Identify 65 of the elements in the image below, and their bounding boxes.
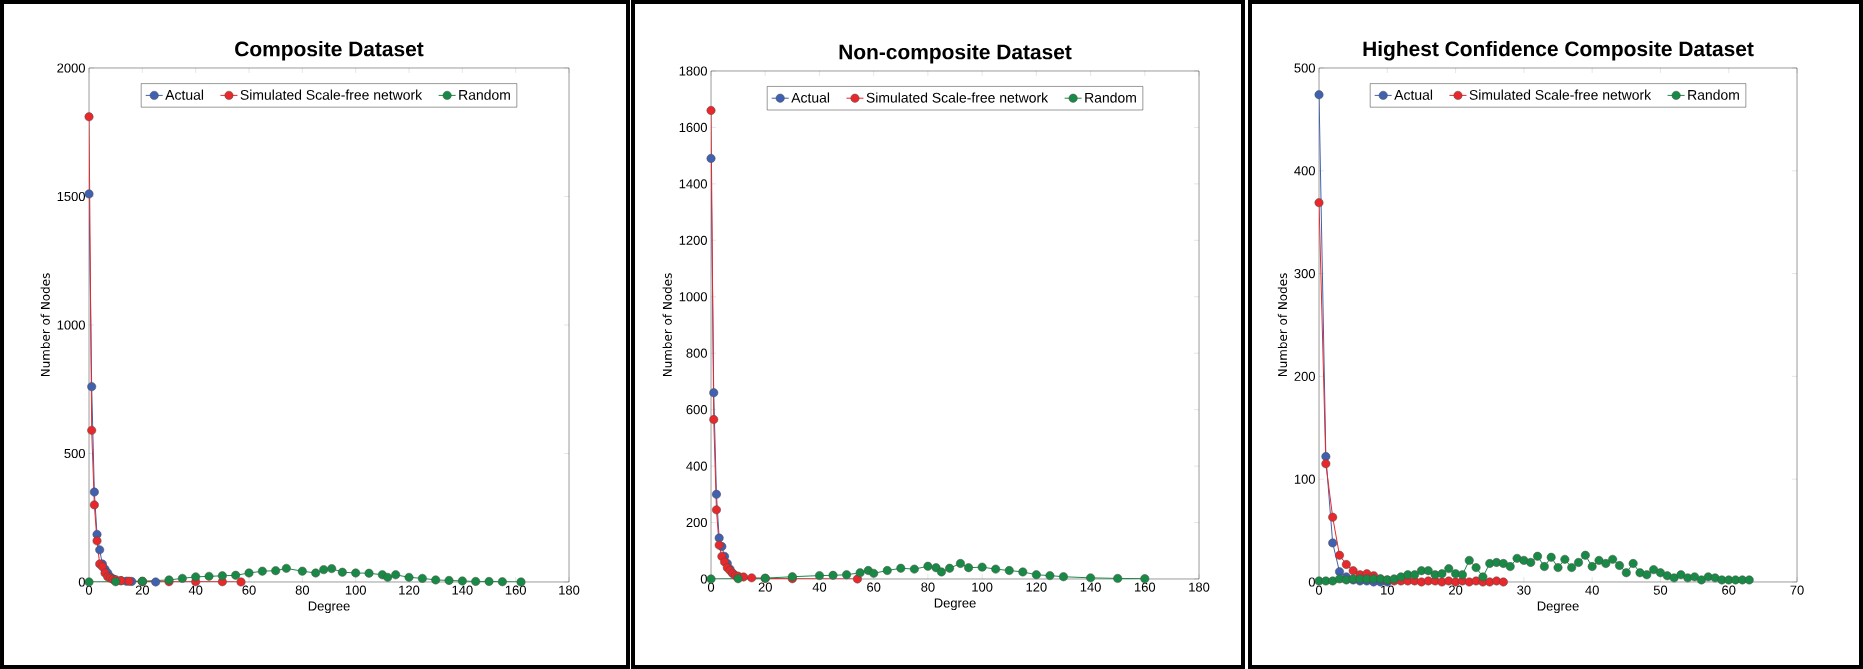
x-tick-label: 60 <box>1722 585 1736 595</box>
legend-label: Actual <box>1394 89 1433 100</box>
x-tick-label: 40 <box>812 582 827 592</box>
x-tick-label: 40 <box>188 585 203 595</box>
y-tick-label: 400 <box>1294 166 1315 176</box>
y-tick-label: 600 <box>686 405 707 415</box>
y-tick-label: 1600 <box>679 122 707 133</box>
x-tick-label: 30 <box>1517 585 1531 595</box>
y-tick-label: 800 <box>686 348 707 358</box>
x-tick-label: 160 <box>1134 582 1156 592</box>
x-tick-label: 10 <box>1381 585 1395 595</box>
y-tick-label: 200 <box>686 517 707 528</box>
x-tick-label: 120 <box>399 585 420 595</box>
y-tick-label: 1000 <box>57 320 85 330</box>
legend-label: Random <box>1085 92 1136 103</box>
y-tick-label: 1500 <box>57 191 85 202</box>
x-tick-label: 80 <box>295 585 310 595</box>
x-tick-label: 0 <box>707 582 715 592</box>
y-tick-label: 0 <box>700 574 707 584</box>
x-tick-label: 160 <box>505 585 526 595</box>
x-axis-title: Degree <box>934 598 976 611</box>
x-axis-title: Degree <box>1537 601 1579 614</box>
x-tick-label: 0 <box>1315 585 1323 595</box>
x-tick-label: 20 <box>1449 585 1463 595</box>
x-tick-label: 180 <box>1189 582 1210 592</box>
y-tick-label: 100 <box>1294 474 1315 484</box>
legend-label: Actual <box>791 92 830 103</box>
x-tick-label: 120 <box>1026 582 1047 592</box>
x-tick-label: 60 <box>242 585 256 595</box>
chart-title: Composite Dataset <box>235 40 424 61</box>
x-tick-label: 70 <box>1790 585 1804 595</box>
x-axis-title: Degree <box>308 601 350 614</box>
x-tick-label: 100 <box>345 585 366 595</box>
x-tick-label: 140 <box>452 585 473 595</box>
y-axis-title: Number of Nodes <box>40 273 50 377</box>
chart-title: Non-composite Dataset <box>839 43 1072 64</box>
x-tick-label: 0 <box>85 585 93 595</box>
legend-label: Random <box>1688 89 1739 100</box>
y-tick-label: 400 <box>686 461 707 471</box>
x-tick-label: 180 <box>559 585 580 595</box>
x-tick-label: 20 <box>135 585 150 595</box>
y-axis-title: Number of Nodes <box>662 273 672 377</box>
x-tick-label: 60 <box>867 582 881 592</box>
legend-label: Simulated Scale-free network <box>1469 89 1652 100</box>
x-tick-label: 40 <box>1585 585 1599 595</box>
y-tick-label: 500 <box>64 448 85 459</box>
y-tick-label: 300 <box>1294 269 1315 279</box>
y-tick-label: 1800 <box>679 66 707 76</box>
y-tick-label: 1200 <box>679 235 707 245</box>
x-tick-label: 50 <box>1653 585 1668 595</box>
y-tick-label: 1000 <box>679 292 707 302</box>
y-tick-label: 2000 <box>57 63 85 73</box>
y-tick-label: 1400 <box>679 179 707 189</box>
x-tick-label: 20 <box>758 582 772 592</box>
x-tick-label: 80 <box>921 582 935 592</box>
x-tick-label: 140 <box>1080 582 1101 592</box>
x-tick-label: 100 <box>972 582 993 592</box>
legend-label: Simulated Scale-free network <box>866 92 1049 103</box>
y-tick-label: 200 <box>1294 371 1315 381</box>
chart-title: Highest Confidence Composite Dataset <box>1363 40 1754 61</box>
y-tick-label: 500 <box>1294 63 1315 73</box>
legend-label: Simulated Scale-free network <box>240 89 423 100</box>
legend-label: Actual <box>165 89 204 100</box>
legend-label: Random <box>459 89 510 100</box>
y-axis-title: Number of Nodes <box>1277 273 1288 377</box>
